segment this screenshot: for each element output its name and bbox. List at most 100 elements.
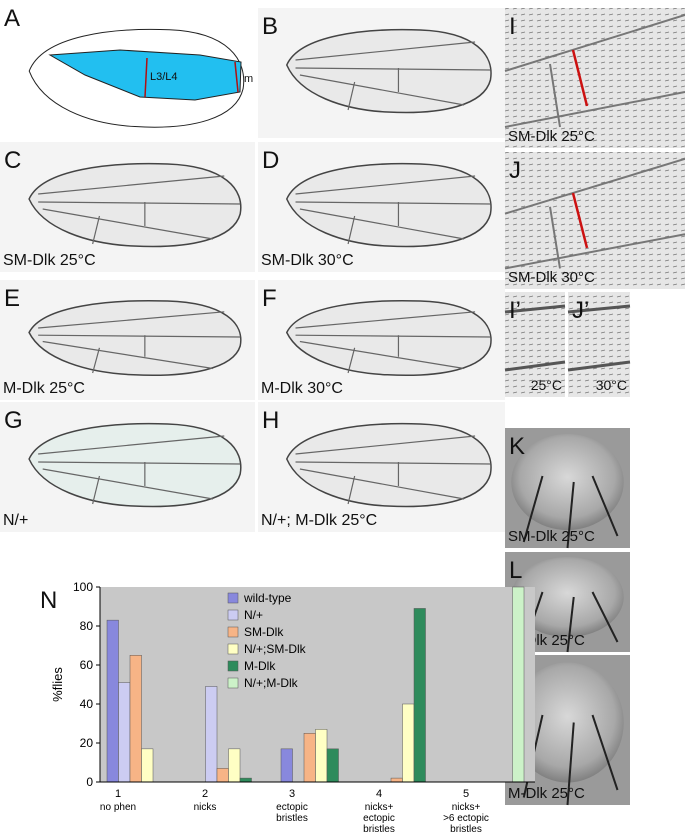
bristle [591, 714, 619, 791]
panel: E M-Dlk 25°C [0, 280, 255, 400]
bar [413, 608, 426, 783]
panel: J’ 30°C [567, 292, 631, 397]
wing-image [285, 422, 492, 508]
panel-label: E [4, 285, 20, 312]
panel: D SM-Dlk 30°C [258, 142, 505, 272]
bristle [522, 475, 544, 543]
wing-vein [38, 311, 225, 329]
vein [567, 360, 631, 372]
panel-label: H [262, 407, 279, 434]
wing-image [28, 299, 242, 376]
wing-vein [38, 175, 225, 195]
wing-vein [347, 475, 356, 505]
panel-label: J [509, 157, 521, 184]
legend-swatch [227, 677, 239, 689]
wing-vein [92, 475, 101, 505]
x-category-label: nicks+ [365, 802, 394, 813]
bar [129, 655, 142, 783]
x-category-label: bristles [276, 813, 308, 824]
panel-caption: N/+ [3, 512, 28, 529]
panel: I’ 25°C [504, 292, 566, 397]
x-category-label: bristles [363, 824, 395, 835]
wing-vein [295, 435, 476, 455]
bristle [591, 475, 619, 537]
bristle [591, 591, 619, 643]
bar [228, 748, 241, 783]
wing-image [28, 162, 242, 248]
wing-vein [347, 215, 356, 245]
bar [512, 586, 525, 783]
wing-image [285, 162, 492, 248]
x-category-label: no phen [100, 802, 136, 813]
red-arrow [571, 192, 589, 249]
bristle [566, 481, 575, 549]
wing-vein [42, 340, 214, 370]
bar [216, 768, 229, 783]
panel-label: L [509, 557, 522, 584]
legend-label: N/+;M-Dlk [244, 676, 299, 690]
vein [504, 233, 685, 270]
vein [504, 157, 685, 215]
panel-label: G [4, 407, 23, 434]
y-axis-label: %flies [50, 667, 65, 702]
panel-caption: SM-Dlk 25°C [508, 528, 595, 545]
panel-label: N [40, 587, 57, 614]
wing-vein [42, 208, 214, 240]
bar [239, 777, 252, 783]
notum-image [511, 557, 624, 637]
panel-label: C [4, 147, 21, 174]
wing-vein [295, 41, 476, 61]
legend-label: N/+;SM-Dlk [244, 642, 307, 656]
bar [315, 729, 328, 783]
y-tick-label: 80 [80, 619, 94, 633]
panel-caption: M-Dlk 25°C [508, 785, 585, 802]
bar [118, 682, 131, 783]
x-tick-label: 4 [376, 788, 382, 800]
y-tick-label: 60 [80, 658, 94, 672]
legend-label: N/+ [244, 608, 263, 622]
photo-background [505, 152, 685, 289]
legend-label: M-Dlk [244, 659, 276, 673]
bar [205, 686, 218, 783]
y-tick-label: 40 [80, 697, 94, 711]
x-tick-label: 2 [202, 788, 208, 800]
wing-vein [38, 201, 241, 205]
x-category-label: bristles [450, 824, 482, 835]
wing-vein [299, 208, 465, 240]
x-tick-label: 5 [463, 788, 469, 800]
legend-label: wild-type [243, 591, 292, 605]
bar [141, 748, 154, 783]
region-label: m [244, 73, 253, 85]
x-category-label: >6 ectopic [443, 813, 489, 824]
x-category-label: nicks+ [452, 802, 481, 813]
panel-caption: SM-Dlk 25°C [508, 128, 595, 145]
panel-label: A [4, 5, 20, 32]
panel-label: B [262, 13, 278, 40]
panel: K SM-Dlk 25°C [505, 428, 630, 549]
bristle [566, 596, 575, 653]
x-category-label: nicks [194, 802, 217, 813]
panel: J SM-Dlk 30°C [504, 152, 685, 289]
wing-vein [42, 468, 214, 500]
y-tick-label: 100 [73, 580, 93, 594]
panel: G N/+ [0, 402, 255, 532]
vein [504, 360, 566, 372]
vein [567, 304, 631, 314]
wing-vein [295, 334, 491, 338]
bar [326, 748, 339, 783]
chart: N %flies 0 20 40 60 80 100 1 no phen 2 nicks 3 ectopi… [40, 580, 535, 835]
x-category-label: ectopic [276, 802, 308, 813]
legend-swatch [227, 592, 239, 604]
bar [390, 777, 403, 783]
panel: I SM-Dlk 25°C [504, 8, 685, 148]
y-tick-label: 0 [86, 775, 93, 789]
bar [280, 748, 293, 783]
crossvein [549, 206, 561, 269]
panel-label: I’ [509, 297, 521, 324]
panel-caption: 30°C [596, 377, 627, 393]
legend-swatch [227, 609, 239, 621]
wing-vein [92, 215, 101, 245]
panel-label: F [262, 285, 277, 312]
panel: B [258, 8, 505, 138]
